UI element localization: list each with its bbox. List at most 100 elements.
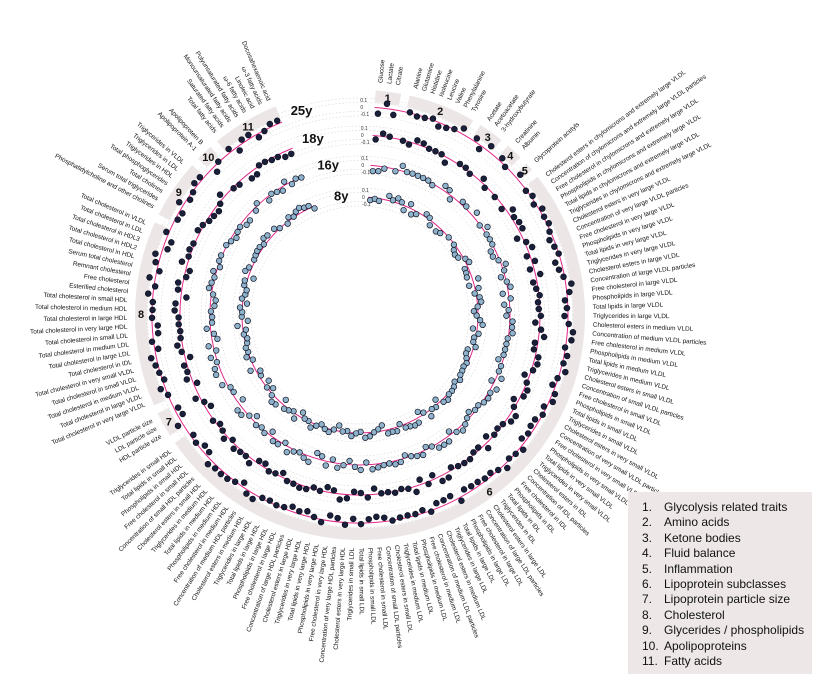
data-point xyxy=(203,325,210,332)
data-point xyxy=(420,140,427,147)
data-point xyxy=(534,361,541,368)
trait-label: Citrate xyxy=(395,66,405,86)
data-point xyxy=(504,335,511,342)
data-point xyxy=(445,428,453,435)
data-point xyxy=(269,437,277,445)
data-point xyxy=(207,402,215,410)
data-point xyxy=(199,221,207,229)
data-point xyxy=(474,478,481,486)
data-point xyxy=(296,449,303,456)
grid-circle xyxy=(237,192,483,438)
data-point xyxy=(473,312,480,319)
data-point xyxy=(154,322,162,329)
data-point xyxy=(381,165,388,172)
data-point xyxy=(487,469,494,477)
data-point xyxy=(305,458,312,465)
data-point xyxy=(565,320,572,328)
data-point xyxy=(219,381,226,389)
data-point xyxy=(201,442,209,449)
data-point xyxy=(146,274,153,281)
data-point xyxy=(405,485,412,493)
data-point xyxy=(487,389,494,396)
data-point xyxy=(261,127,268,135)
data-point xyxy=(369,167,376,175)
data-point xyxy=(243,300,251,307)
data-point xyxy=(519,446,527,454)
data-point xyxy=(185,253,192,260)
data-point xyxy=(522,238,530,246)
data-point xyxy=(194,226,202,234)
data-point xyxy=(177,334,184,342)
data-point xyxy=(440,398,447,405)
group-number: 11 xyxy=(242,122,254,134)
data-point xyxy=(445,474,452,481)
data-point xyxy=(290,448,297,455)
data-point xyxy=(190,431,197,439)
data-point xyxy=(217,470,225,478)
data-point xyxy=(288,150,295,158)
data-point xyxy=(318,421,325,428)
ring-series xyxy=(203,162,516,474)
data-point xyxy=(425,177,432,184)
data-point xyxy=(521,371,528,378)
data-point xyxy=(445,234,452,241)
data-point xyxy=(282,153,289,161)
data-point xyxy=(190,240,197,247)
data-point xyxy=(497,362,505,370)
data-point xyxy=(471,290,478,297)
data-point xyxy=(446,187,453,194)
data-point xyxy=(568,280,575,287)
data-point xyxy=(365,515,373,523)
legend-item: 3. Ketone bodies xyxy=(642,530,741,545)
data-point xyxy=(419,506,426,514)
axis-tick-label: -0.1 xyxy=(362,170,371,176)
data-point xyxy=(432,148,439,155)
data-point xyxy=(456,160,464,168)
data-point xyxy=(253,412,261,420)
data-point xyxy=(441,159,449,166)
data-point xyxy=(220,435,228,442)
data-point xyxy=(561,297,569,304)
data-point xyxy=(535,305,543,313)
data-point xyxy=(211,274,218,281)
data-point xyxy=(530,346,538,353)
data-point xyxy=(350,488,358,496)
data-point xyxy=(450,241,458,248)
data-point xyxy=(407,453,415,460)
data-point xyxy=(375,464,382,471)
data-point xyxy=(330,426,338,433)
data-point xyxy=(283,449,290,456)
data-point xyxy=(531,339,539,346)
data-point xyxy=(201,398,208,406)
data-point xyxy=(227,238,235,245)
data-point xyxy=(396,514,404,521)
axis-tick-label: 0 xyxy=(361,133,364,139)
group-number: 6 xyxy=(487,487,493,499)
axis-tick-label: 0 xyxy=(362,195,365,201)
legend-item: 4. Fluid balance xyxy=(642,546,736,561)
data-point xyxy=(375,197,383,205)
data-point xyxy=(399,162,406,170)
data-point xyxy=(279,187,287,194)
ring-series xyxy=(234,192,486,441)
data-point xyxy=(466,258,473,266)
data-point xyxy=(189,188,197,196)
data-point xyxy=(208,319,216,326)
data-point xyxy=(540,403,548,410)
data-point xyxy=(281,178,288,185)
data-point xyxy=(174,216,181,223)
data-point xyxy=(396,421,403,428)
data-point xyxy=(260,241,268,248)
data-point xyxy=(466,455,474,463)
legend-item: 11. Fatty acids xyxy=(642,653,723,668)
data-point xyxy=(509,318,516,325)
data-point xyxy=(474,444,482,451)
data-point xyxy=(545,220,553,227)
data-point xyxy=(420,174,427,182)
data-point xyxy=(517,171,524,178)
data-point xyxy=(467,482,475,490)
data-point xyxy=(465,282,473,289)
axis-tick-label: 0.1 xyxy=(360,98,367,104)
data-point xyxy=(193,379,201,387)
